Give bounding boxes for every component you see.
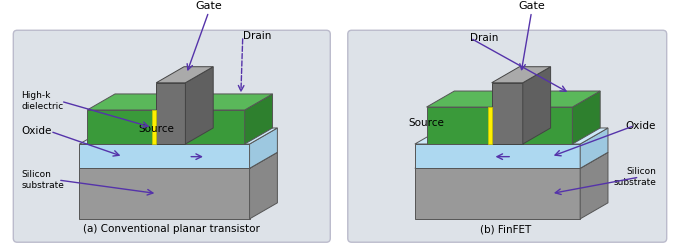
- Polygon shape: [80, 128, 277, 144]
- Text: Source: Source: [139, 124, 175, 134]
- Polygon shape: [156, 67, 214, 83]
- Text: Oxide: Oxide: [626, 120, 656, 130]
- Polygon shape: [415, 128, 608, 144]
- Text: Gate: Gate: [195, 1, 222, 11]
- Polygon shape: [415, 144, 580, 168]
- Polygon shape: [80, 168, 250, 219]
- Polygon shape: [492, 83, 523, 144]
- Polygon shape: [156, 83, 186, 144]
- Text: Oxide: Oxide: [21, 126, 52, 136]
- Polygon shape: [580, 152, 608, 219]
- Polygon shape: [152, 110, 156, 144]
- Polygon shape: [250, 152, 277, 219]
- Polygon shape: [426, 107, 573, 144]
- Polygon shape: [523, 67, 551, 144]
- Text: (b) FinFET: (b) FinFET: [479, 224, 531, 234]
- Text: High-k
dielectric: High-k dielectric: [21, 91, 63, 111]
- Text: Source: Source: [408, 118, 444, 128]
- Polygon shape: [87, 94, 273, 110]
- Polygon shape: [488, 107, 492, 144]
- Text: Drain: Drain: [243, 31, 271, 41]
- Polygon shape: [80, 144, 250, 168]
- Polygon shape: [250, 128, 277, 168]
- FancyBboxPatch shape: [347, 30, 666, 242]
- Polygon shape: [186, 67, 214, 144]
- Text: Drain: Drain: [471, 33, 498, 43]
- Text: (a) Conventional planar transistor: (a) Conventional planar transistor: [84, 224, 260, 234]
- Polygon shape: [492, 67, 551, 83]
- Polygon shape: [87, 110, 245, 144]
- Polygon shape: [415, 152, 608, 168]
- Polygon shape: [80, 152, 277, 168]
- FancyBboxPatch shape: [14, 30, 330, 242]
- Polygon shape: [245, 94, 273, 144]
- Polygon shape: [426, 91, 600, 107]
- Polygon shape: [573, 91, 600, 144]
- Text: Silicon
substrate: Silicon substrate: [21, 170, 64, 190]
- Text: Gate: Gate: [518, 1, 545, 11]
- Polygon shape: [580, 128, 608, 168]
- Text: Silicon
substrate: Silicon substrate: [613, 167, 656, 187]
- Polygon shape: [415, 168, 580, 219]
